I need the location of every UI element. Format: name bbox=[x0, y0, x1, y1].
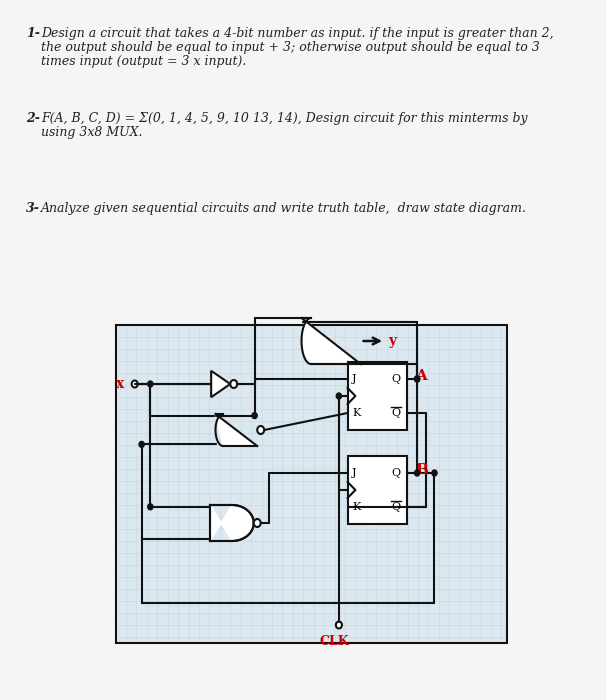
Text: F(A, B, C, D) = Σ(0, 1, 4, 5, 9, 10 13, 14), Design circuit for this minterms by: F(A, B, C, D) = Σ(0, 1, 4, 5, 9, 10 13, … bbox=[41, 112, 527, 125]
Text: Q: Q bbox=[391, 468, 400, 478]
Text: the output should be equal to input + 3; otherwise output should be equal to 3: the output should be equal to input + 3;… bbox=[41, 41, 539, 54]
Circle shape bbox=[148, 504, 153, 510]
Text: J: J bbox=[352, 374, 356, 384]
Circle shape bbox=[132, 381, 138, 388]
Bar bbox=[116, 325, 507, 643]
Bar bbox=[116, 325, 507, 643]
Circle shape bbox=[252, 412, 257, 419]
Text: 2-: 2- bbox=[26, 112, 40, 125]
Bar bbox=[348, 362, 407, 430]
Circle shape bbox=[415, 376, 420, 382]
Text: 3-: 3- bbox=[26, 202, 40, 215]
Text: Q: Q bbox=[391, 408, 400, 418]
Circle shape bbox=[432, 470, 437, 476]
Text: Design a circuit that takes a 4-bit number as input. if the input is greater tha: Design a circuit that takes a 4-bit numb… bbox=[41, 27, 553, 40]
Bar bbox=[348, 456, 407, 524]
Text: Analyze given sequential circuits and write truth table,  draw state diagram.: Analyze given sequential circuits and wr… bbox=[41, 202, 527, 215]
Circle shape bbox=[148, 381, 153, 387]
Circle shape bbox=[230, 380, 237, 388]
Text: B: B bbox=[415, 463, 428, 477]
Text: J: J bbox=[352, 468, 356, 478]
Text: CLK: CLK bbox=[320, 635, 350, 648]
Polygon shape bbox=[210, 505, 254, 541]
Circle shape bbox=[254, 519, 261, 527]
Text: x: x bbox=[116, 377, 124, 391]
Text: Q: Q bbox=[391, 502, 400, 512]
Circle shape bbox=[336, 393, 342, 399]
Polygon shape bbox=[211, 371, 230, 397]
Text: K: K bbox=[352, 502, 361, 512]
Circle shape bbox=[415, 376, 420, 382]
Circle shape bbox=[415, 470, 420, 476]
Circle shape bbox=[139, 442, 144, 447]
Text: y: y bbox=[388, 334, 396, 348]
Polygon shape bbox=[216, 414, 257, 446]
Text: Q: Q bbox=[391, 374, 400, 384]
Circle shape bbox=[257, 426, 264, 434]
Text: A: A bbox=[415, 369, 427, 383]
Polygon shape bbox=[302, 318, 361, 364]
Text: K: K bbox=[352, 408, 361, 418]
Text: times input (output = 3 x input).: times input (output = 3 x input). bbox=[41, 55, 246, 68]
Text: 1-: 1- bbox=[26, 27, 40, 40]
Text: using 3x8 MUX.: using 3x8 MUX. bbox=[41, 126, 142, 139]
Circle shape bbox=[336, 622, 342, 629]
